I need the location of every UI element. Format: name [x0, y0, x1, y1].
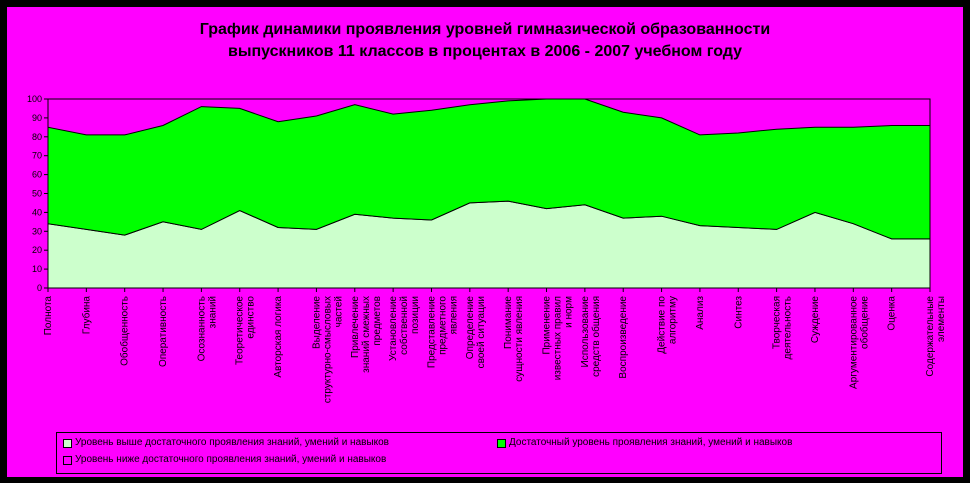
y-tick-label: 20 — [32, 245, 42, 255]
x-tick-label: Определениесвоей ситуации — [465, 296, 487, 369]
x-tick-label: Привлечениезнаний смежныхпредметов — [350, 296, 383, 373]
y-tick-label: 90 — [32, 113, 42, 123]
y-tick-label: 10 — [32, 264, 42, 274]
x-tick-label: Оперативность — [158, 296, 169, 367]
y-tick-label: 50 — [32, 189, 42, 199]
x-tick-label: Осознанностьзнаний — [196, 296, 218, 361]
legend: Уровень выше достаточного проявления зна… — [56, 432, 942, 474]
x-tick-label: Установлениесобственнойпозиции — [388, 296, 421, 361]
legend-label-below: Уровень ниже достаточного проявления зна… — [75, 454, 387, 465]
y-tick-label: 100 — [27, 94, 42, 104]
x-tick-label: Содержательныеэлементы — [925, 296, 947, 377]
x-tick-label: Оценка — [887, 296, 898, 331]
x-tick-label: Использованиесредств общения — [580, 296, 602, 377]
x-tick-label: Действие поалгоритму — [657, 296, 679, 354]
y-tick-label: 30 — [32, 226, 42, 236]
y-tick-label: 40 — [32, 207, 42, 217]
y-tick-label: 60 — [32, 170, 42, 180]
y-tick-label: 0 — [37, 283, 42, 293]
x-tick-label: Глубина — [80, 296, 92, 335]
x-tick-label: Анализ — [695, 296, 706, 330]
x-tick-label: Пониманиесущности явления — [503, 296, 525, 382]
y-tick-label: 70 — [32, 151, 42, 161]
x-tick-label: Синтез — [733, 296, 744, 329]
x-tick-label: Полнота — [43, 296, 54, 336]
chart-title-line-1: График динамики проявления уровней гимна… — [199, 21, 771, 38]
x-tick-label: Аргументированноеобобщение — [848, 296, 870, 389]
legend-label-above: Уровень выше достаточного проявления зна… — [75, 437, 389, 448]
x-tick-label: Теоретическоеединство — [235, 296, 257, 365]
x-tick-label: Представлениепредметногоявления — [426, 296, 459, 369]
x-tick-label: Применениеизвестных правили норм — [542, 296, 575, 381]
x-tick-label: Творческаядеятельность — [772, 296, 794, 359]
x-tick-label: Воспроизведение — [618, 296, 629, 379]
x-tick-label: Выделениеструктурно-смысловыхчастей — [311, 296, 344, 404]
legend-swatch-above — [63, 439, 72, 448]
legend-label-sufficient: Достаточный уровень проявления знаний, у… — [509, 437, 793, 448]
chart-title-line-2: выпускников 11 классов в процентах в 200… — [227, 43, 743, 60]
legend-swatch-sufficient — [497, 439, 506, 448]
y-tick-label: 80 — [32, 132, 42, 142]
x-tick-label: Обобщенность — [119, 296, 131, 366]
legend-swatch-below — [63, 456, 72, 465]
x-tick-label: Авторская логика — [273, 296, 284, 378]
x-tick-label: Суждение — [810, 296, 821, 344]
